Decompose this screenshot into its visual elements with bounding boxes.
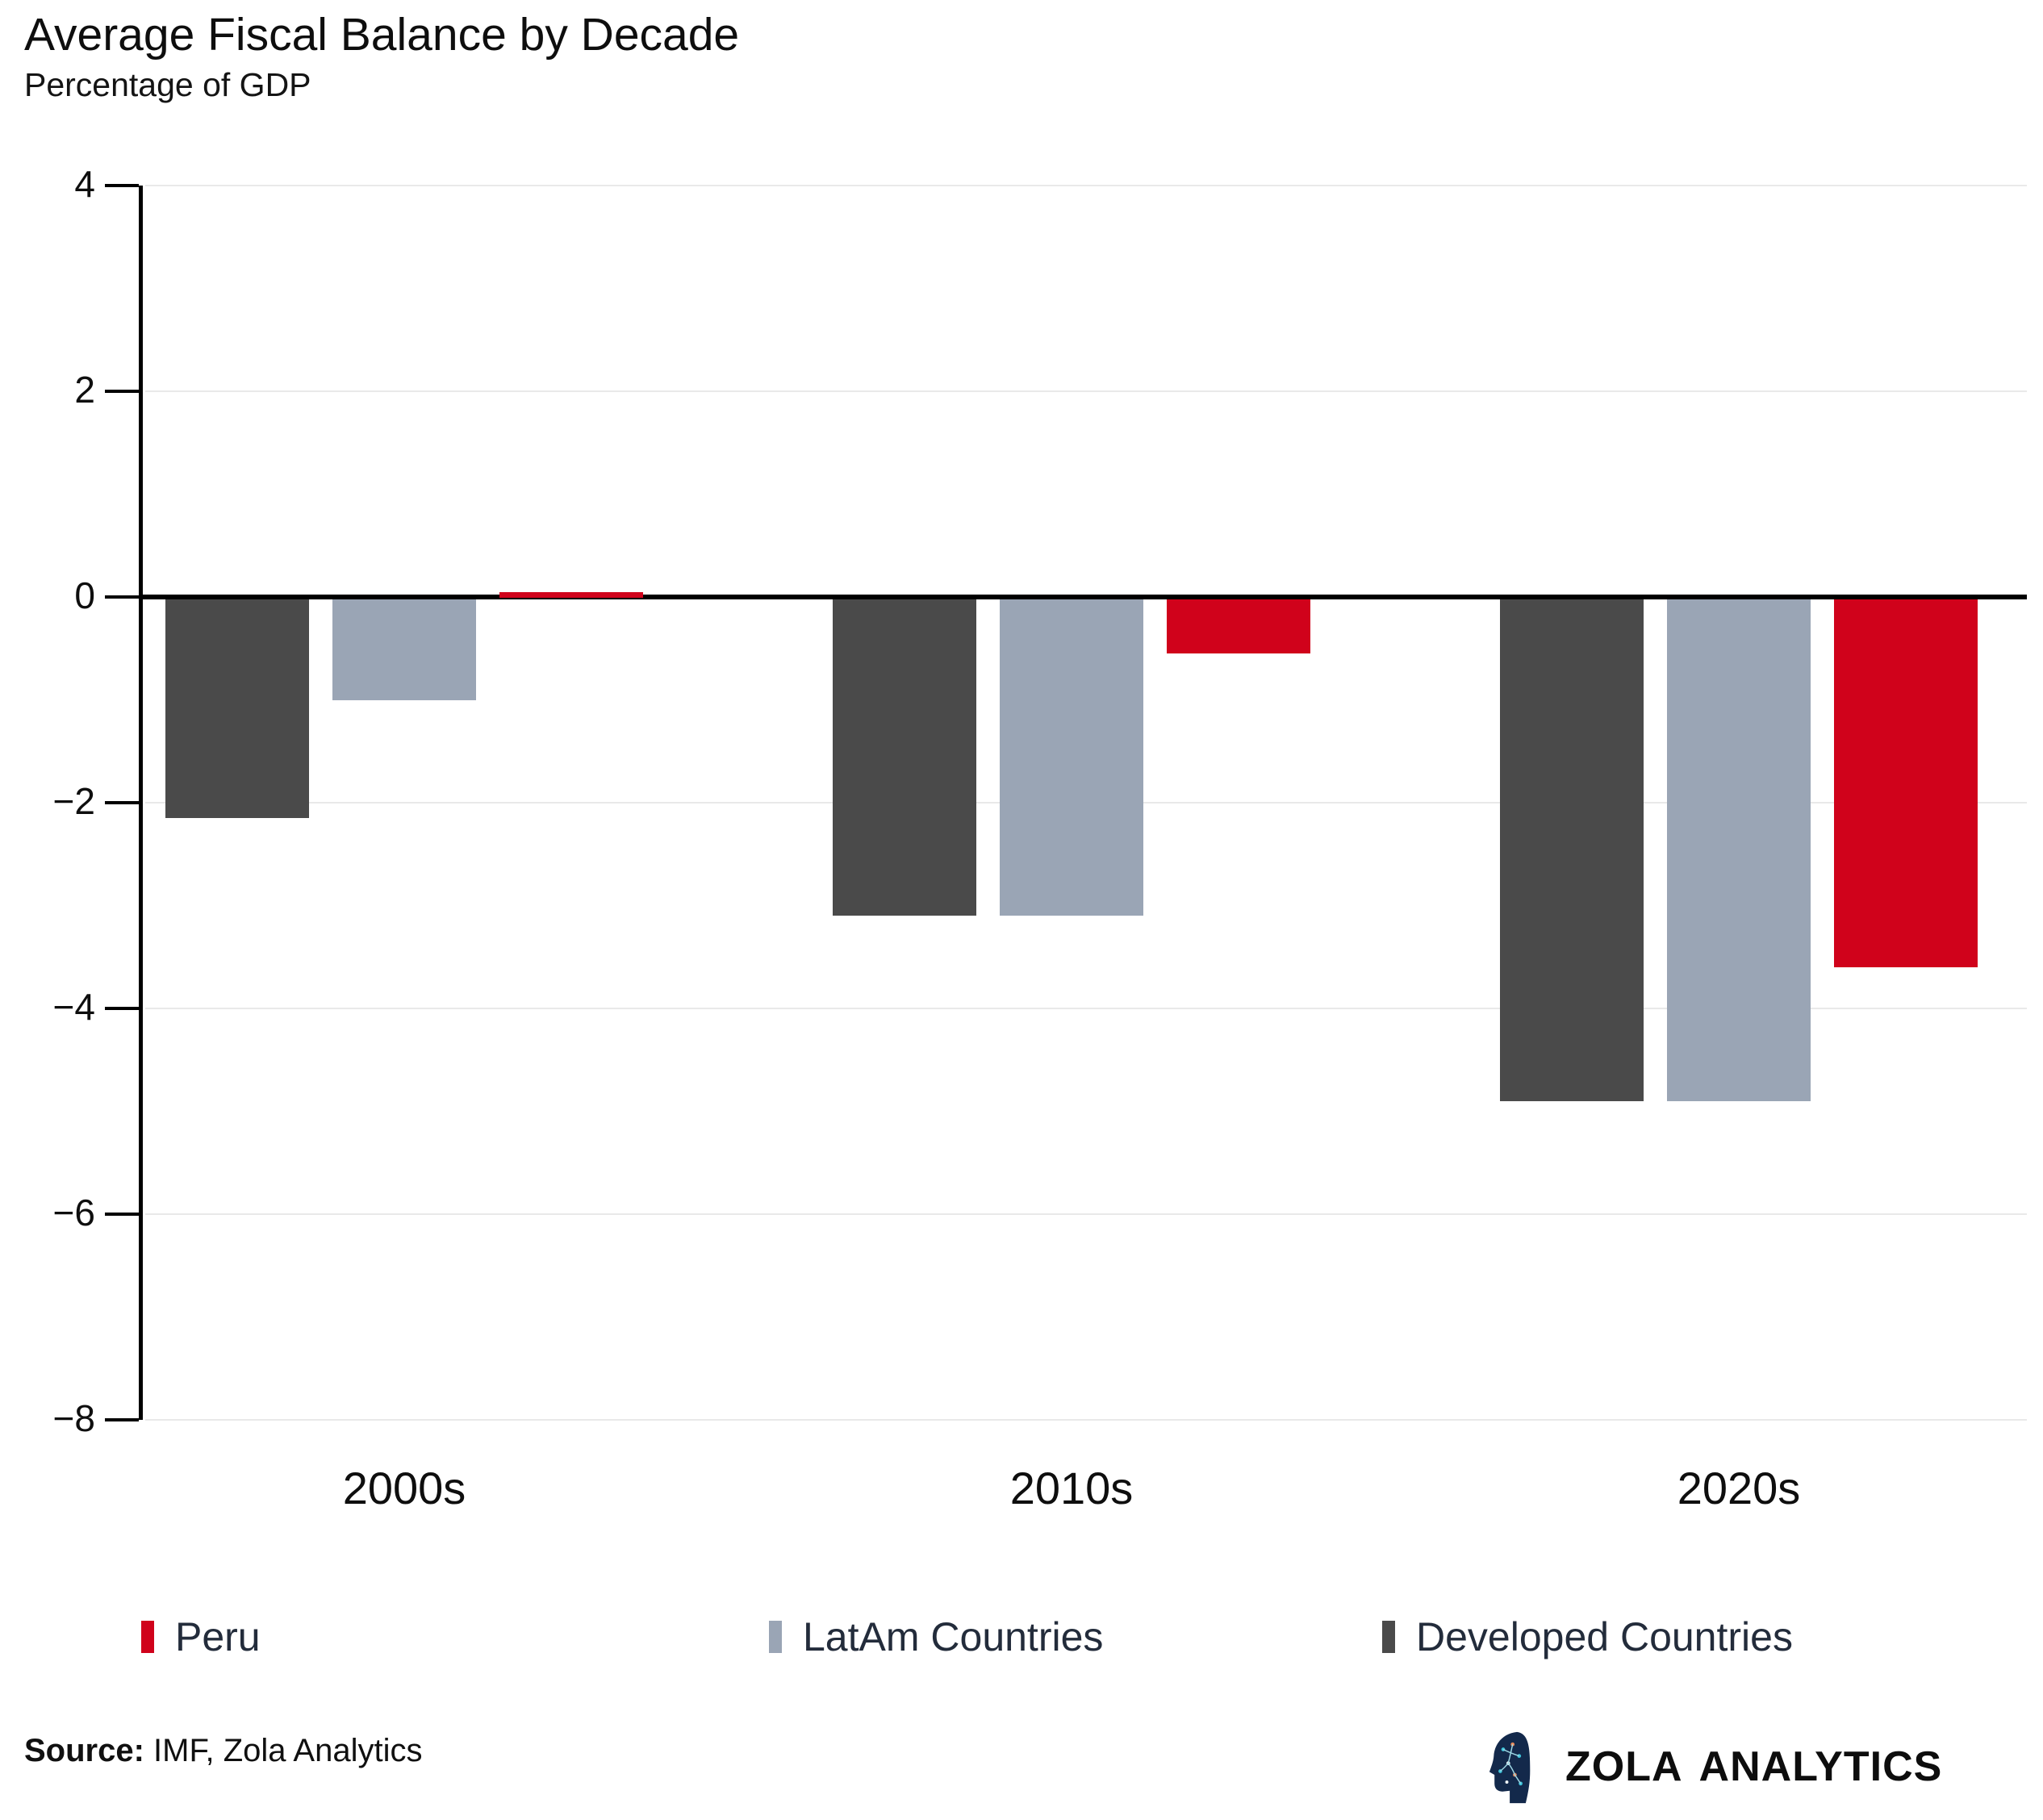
bar-peru-2010s [1167,597,1310,653]
legend-item-peru: Peru [141,1613,261,1660]
bar-latam-countries-2020s [1667,597,1811,1101]
y-tick-label-4: 4 [74,163,95,205]
source-label: Source: [24,1733,144,1768]
legend-item-developed-countries: Developed Countries [1382,1613,1793,1660]
y-tick-mark--6 [105,1213,139,1216]
y-tick-mark--2 [105,801,139,804]
legend-swatch-icon [1382,1621,1395,1653]
bar-latam-countries-2010s [1000,597,1143,916]
gridline-2 [145,390,2027,392]
x-axis-label-2000s: 2000s [342,1463,466,1513]
zola-analytics-logo-icon [1489,1731,1532,1808]
chart-subtitle: Percentage of GDP [24,66,311,103]
legend-label: Peru [175,1614,261,1659]
legend-swatch-icon [769,1621,782,1653]
y-tick-label--8: −8 [52,1397,95,1439]
bar-developed-countries-2000s [165,597,309,818]
y-tick-mark--8 [105,1418,139,1421]
y-tick-mark-0 [105,595,139,599]
bar-developed-countries-2010s [833,597,976,916]
source-text: IMF, Zola Analytics [144,1733,423,1768]
y-tick-label-2: 2 [74,369,95,411]
brand-word-2: ANALYTICS [1698,1743,1943,1790]
brand-word-1: ZOLA [1565,1743,1683,1790]
y-tick-mark--4 [105,1007,139,1010]
chart-title: Average Fiscal Balance by Decade [24,9,740,61]
bar-peru-2020s [1834,597,1978,967]
gridline--4 [145,1008,2027,1009]
y-tick-mark-4 [105,184,139,187]
legend-label: Developed Countries [1416,1614,1793,1659]
bar-latam-countries-2000s [332,597,476,700]
bar-peru-2000s [499,592,643,598]
x-axis-label-2010s: 2010s [1009,1463,1134,1513]
y-tick-label--2: −2 [52,780,95,822]
y-tick-label--4: −4 [52,986,95,1028]
gridline-4 [145,185,2027,186]
y-tick-label--6: −6 [52,1192,95,1234]
legend-item-latam-countries: LatAm Countries [769,1613,1103,1660]
legend-label: LatAm Countries [803,1614,1104,1659]
gridline--6 [145,1213,2027,1215]
y-axis-line [139,186,143,1420]
y-tick-label-0: 0 [74,574,95,616]
bar-developed-countries-2020s [1500,597,1644,1101]
y-tick-mark-2 [105,390,139,393]
brand-name: ZOLA ANALYTICS [1565,1743,1942,1791]
x-axis-label-2020s: 2020s [1677,1463,1801,1513]
legend-swatch-icon [141,1621,154,1653]
source-note: Source: IMF, Zola Analytics [24,1733,423,1769]
gridline--8 [145,1419,2027,1421]
zero-baseline [139,595,2027,599]
